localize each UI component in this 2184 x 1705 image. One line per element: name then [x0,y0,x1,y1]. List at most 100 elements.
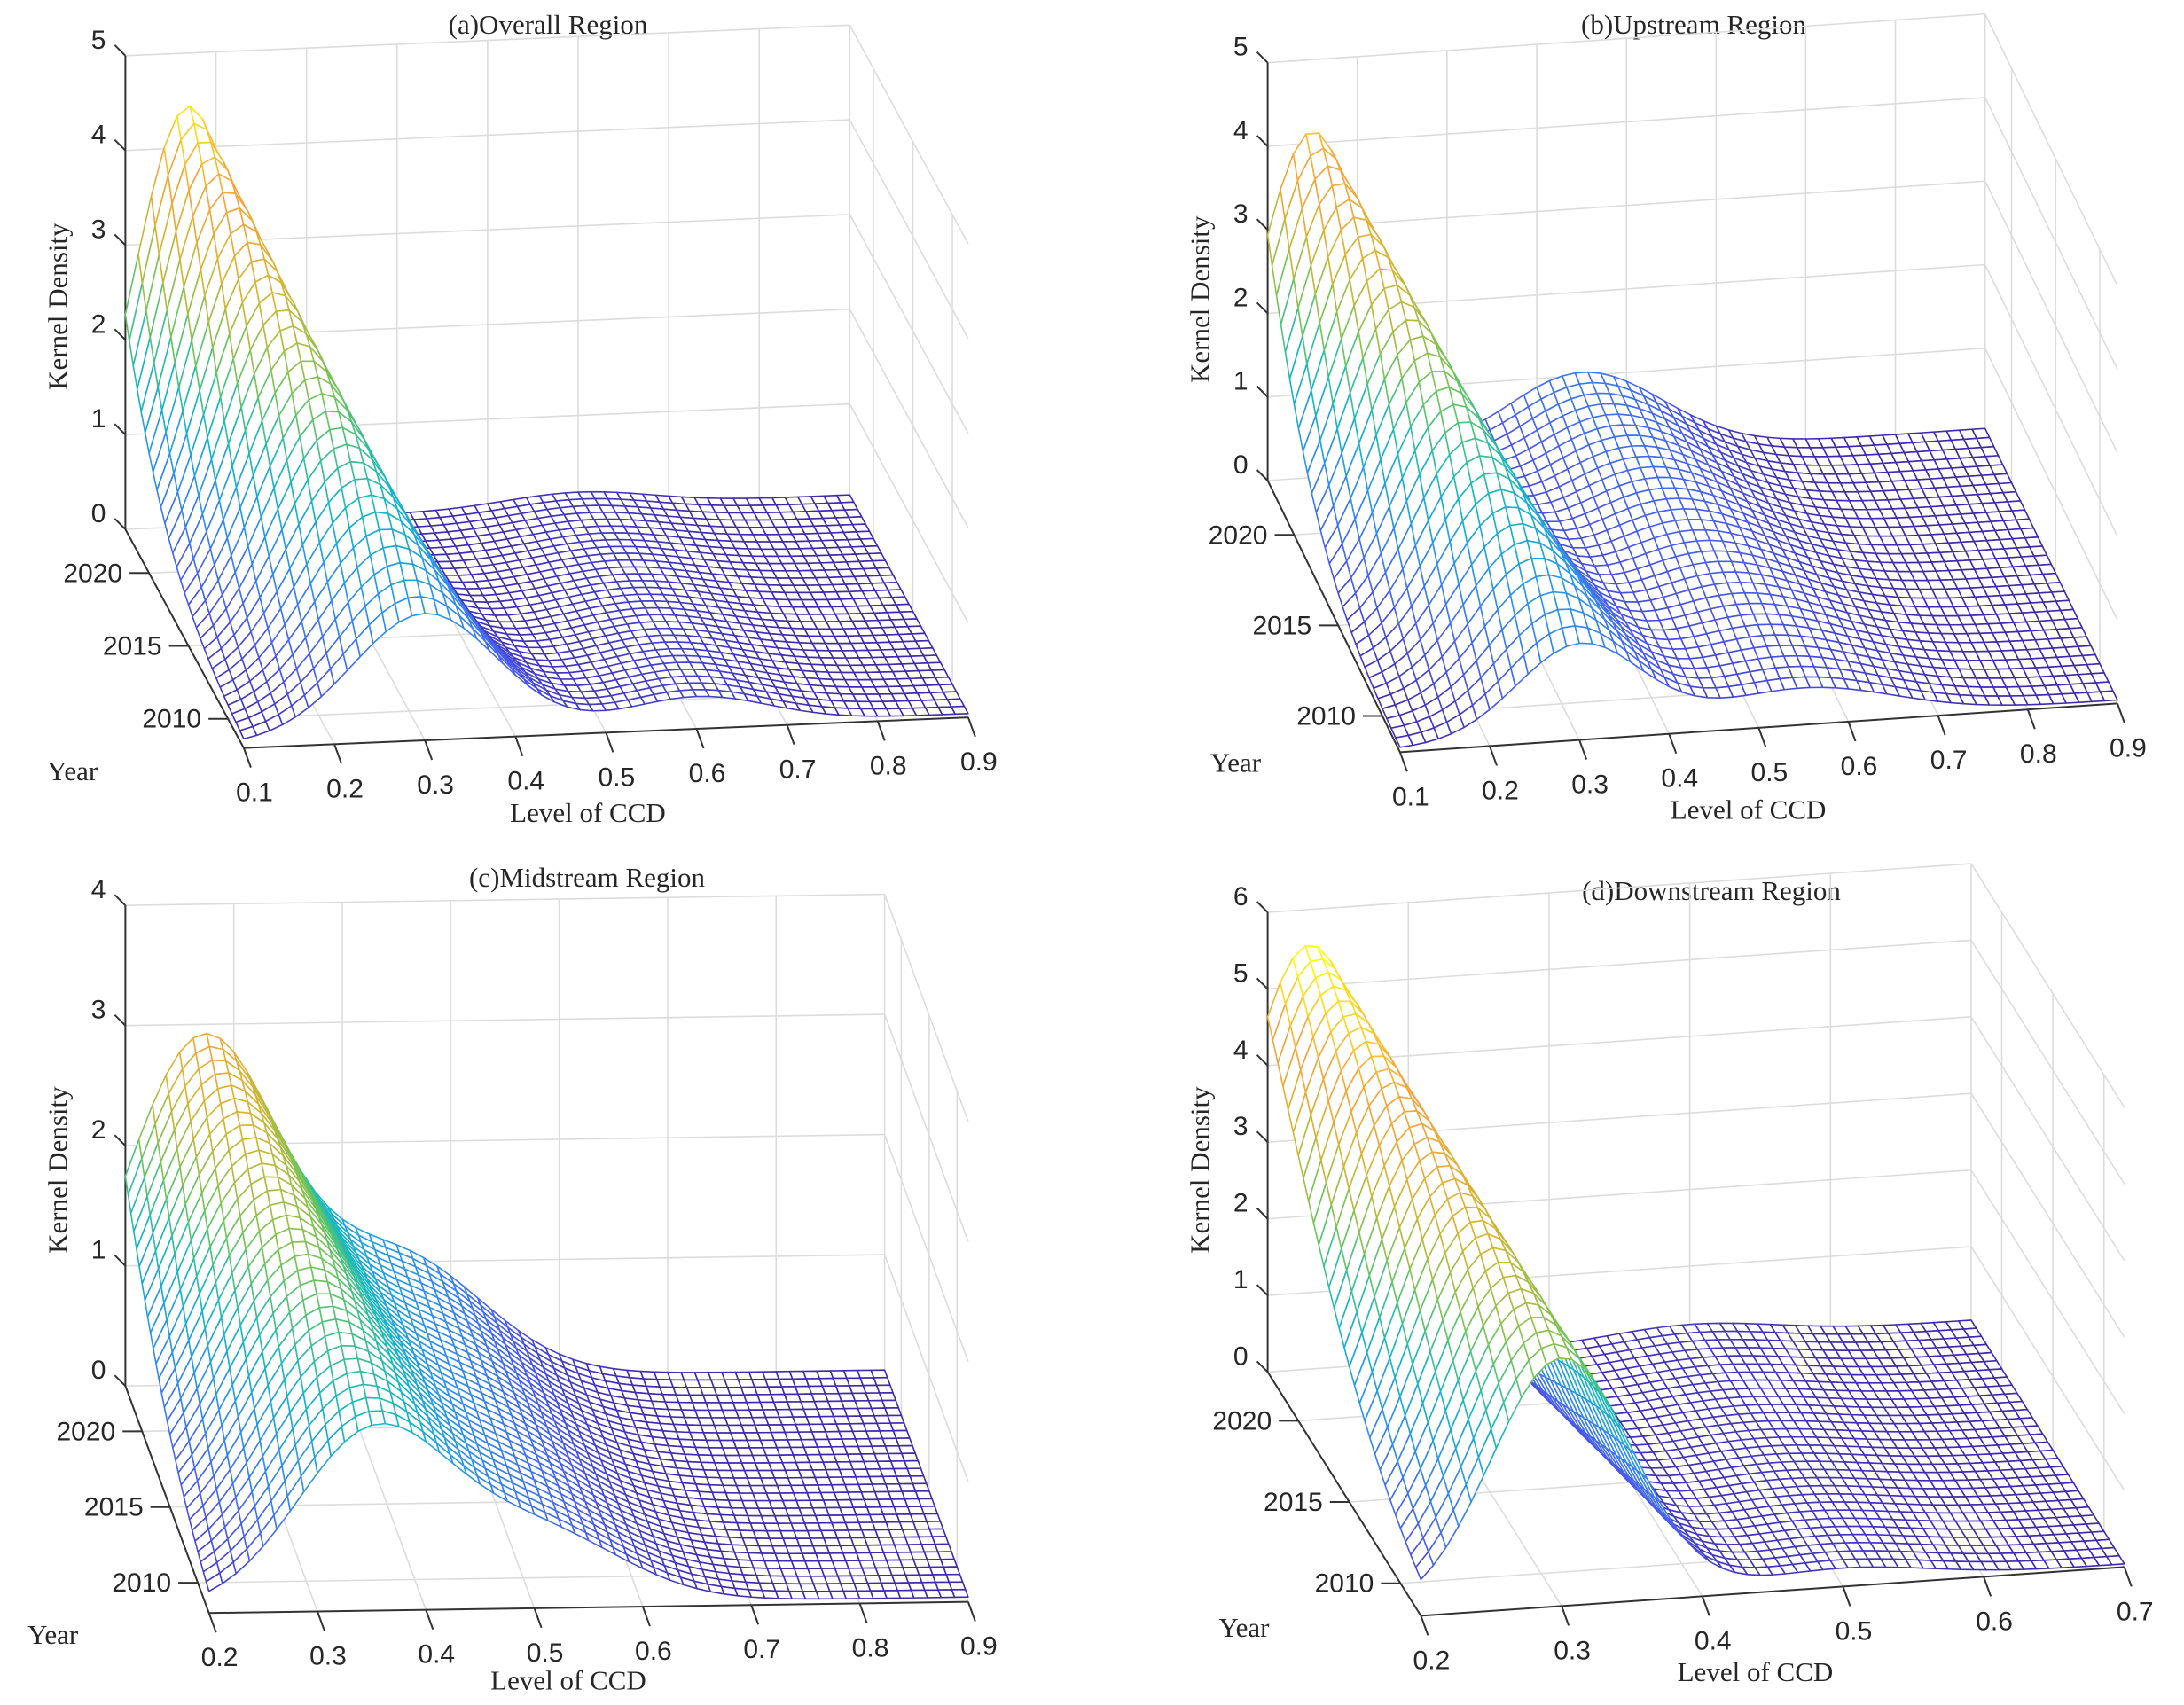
surface-cell [856,530,874,540]
z-tick-label: 0 [91,499,106,528]
surface-cell [922,654,942,664]
z-tick-label: 2 [1233,283,1249,312]
surface-cell [883,581,902,591]
surface-cell [840,501,859,511]
x-tick-label: 0.8 [870,751,907,780]
side-wall-gridline [849,214,969,434]
surface-cell [895,603,914,614]
x-tick-label: 0.1 [236,778,273,808]
x-tick [2116,703,2125,723]
surface-cell [864,544,882,555]
z-tick [1256,301,1269,315]
z-axis-label: Kernel Density [42,223,73,390]
surface-cell [914,639,934,650]
surface-cell [923,1513,942,1522]
side-wall-gridline [883,894,969,1122]
x-axis [208,1600,968,1615]
side-wall-gridline [1984,13,2118,286]
x-tick [876,721,886,741]
surface-cell [943,691,961,700]
surface-cell [871,559,890,569]
x-tick-label: 0.7 [779,755,817,785]
x-tick-label: 0.3 [417,770,454,800]
surface-cell [835,494,855,504]
surface-cell [887,1414,905,1424]
surface-cell [934,1543,952,1553]
surface-cell [881,1399,900,1409]
z-tick-label: 5 [1233,33,1249,62]
surface-cell [931,1536,950,1545]
back-wall-gridline [125,24,850,57]
side-wall-gridline [883,1013,969,1242]
x-tick-label: 0.3 [1571,770,1609,800]
surface-cell [889,1422,908,1432]
x-tick [514,736,524,757]
side-wall-gridline [1984,97,2118,370]
surface-cell [887,589,906,598]
surface-cell [873,1376,891,1387]
x-tick-label: 0.5 [599,763,636,792]
surface-cell [928,1528,947,1537]
panel-midstream-region: (c)Midstream Region 0.2 0.3 0.4 0.5 0.6 0.7 0.… [27,862,998,1696]
z-axis-label: Kernel Density [1185,215,1216,383]
z-tick [1256,386,1269,398]
side-wall-gridline [849,403,969,623]
z-tick-label: 4 [91,121,106,150]
surface-cell [920,1506,939,1515]
surface-cell [903,618,922,628]
surface-cell [907,625,926,635]
z-tick [1256,135,1269,147]
z-tick [114,138,127,152]
back-wall-gridline [125,119,850,152]
surface-cell [891,596,910,606]
x-tick [242,747,252,768]
surface-cell [930,669,950,679]
surface-cell [911,632,930,642]
year-tick-label: 2020 [1209,520,1268,550]
surface-cell [870,1369,888,1379]
surface-cell [906,1467,925,1477]
surface-cell [851,523,871,533]
surface-cell [927,661,945,671]
x-tick [1757,727,1767,748]
z-tick [114,423,127,435]
z-tick-label: 0 [1233,450,1249,480]
z-tick-label: 2 [91,309,106,339]
surface-cell [895,1437,913,1447]
z-tick-label: 4 [1233,116,1249,145]
year-axis-label: Year [1210,747,1262,778]
surface-cell [892,1429,911,1440]
surface-cell [875,567,895,576]
z-tick-label: 3 [91,215,106,244]
chart-title: (c)Midstream Region [469,862,706,893]
year-tick-label: 2020 [63,559,122,588]
back-wall-gridline [125,893,885,906]
surface-cell [843,508,863,519]
z-tick-label: 1 [91,404,106,434]
z-tick-label: 3 [1233,199,1249,229]
surface-cell [935,676,953,686]
surface-cell [879,574,898,584]
surface-cell [899,610,918,621]
surface-cell [901,1452,920,1462]
x-axis-label: Level of CCD [1671,794,1827,825]
x-tick [1847,721,1857,742]
surface-cell [909,1474,928,1485]
z-tick [114,44,127,57]
x-tick-label: 0.1 [1392,782,1429,811]
side-wall-gridline [849,24,969,245]
x-tick-label: 0.4 [1661,764,1698,794]
x-tick-label: 0.6 [1841,752,1878,781]
x-tick-label: 0.4 [507,767,544,796]
surface-cell [875,1384,894,1394]
z-tick-label: 1 [1233,367,1249,396]
surface-cell [904,1459,922,1470]
surface-cell [938,684,958,693]
z-tick [1256,51,1269,64]
surface-cell [919,646,938,657]
surface-cell [917,1498,935,1507]
surface-cell [859,537,879,548]
side-wall-gridline [849,119,969,340]
z-tick-label: 5 [91,26,106,55]
x-tick [695,728,705,749]
